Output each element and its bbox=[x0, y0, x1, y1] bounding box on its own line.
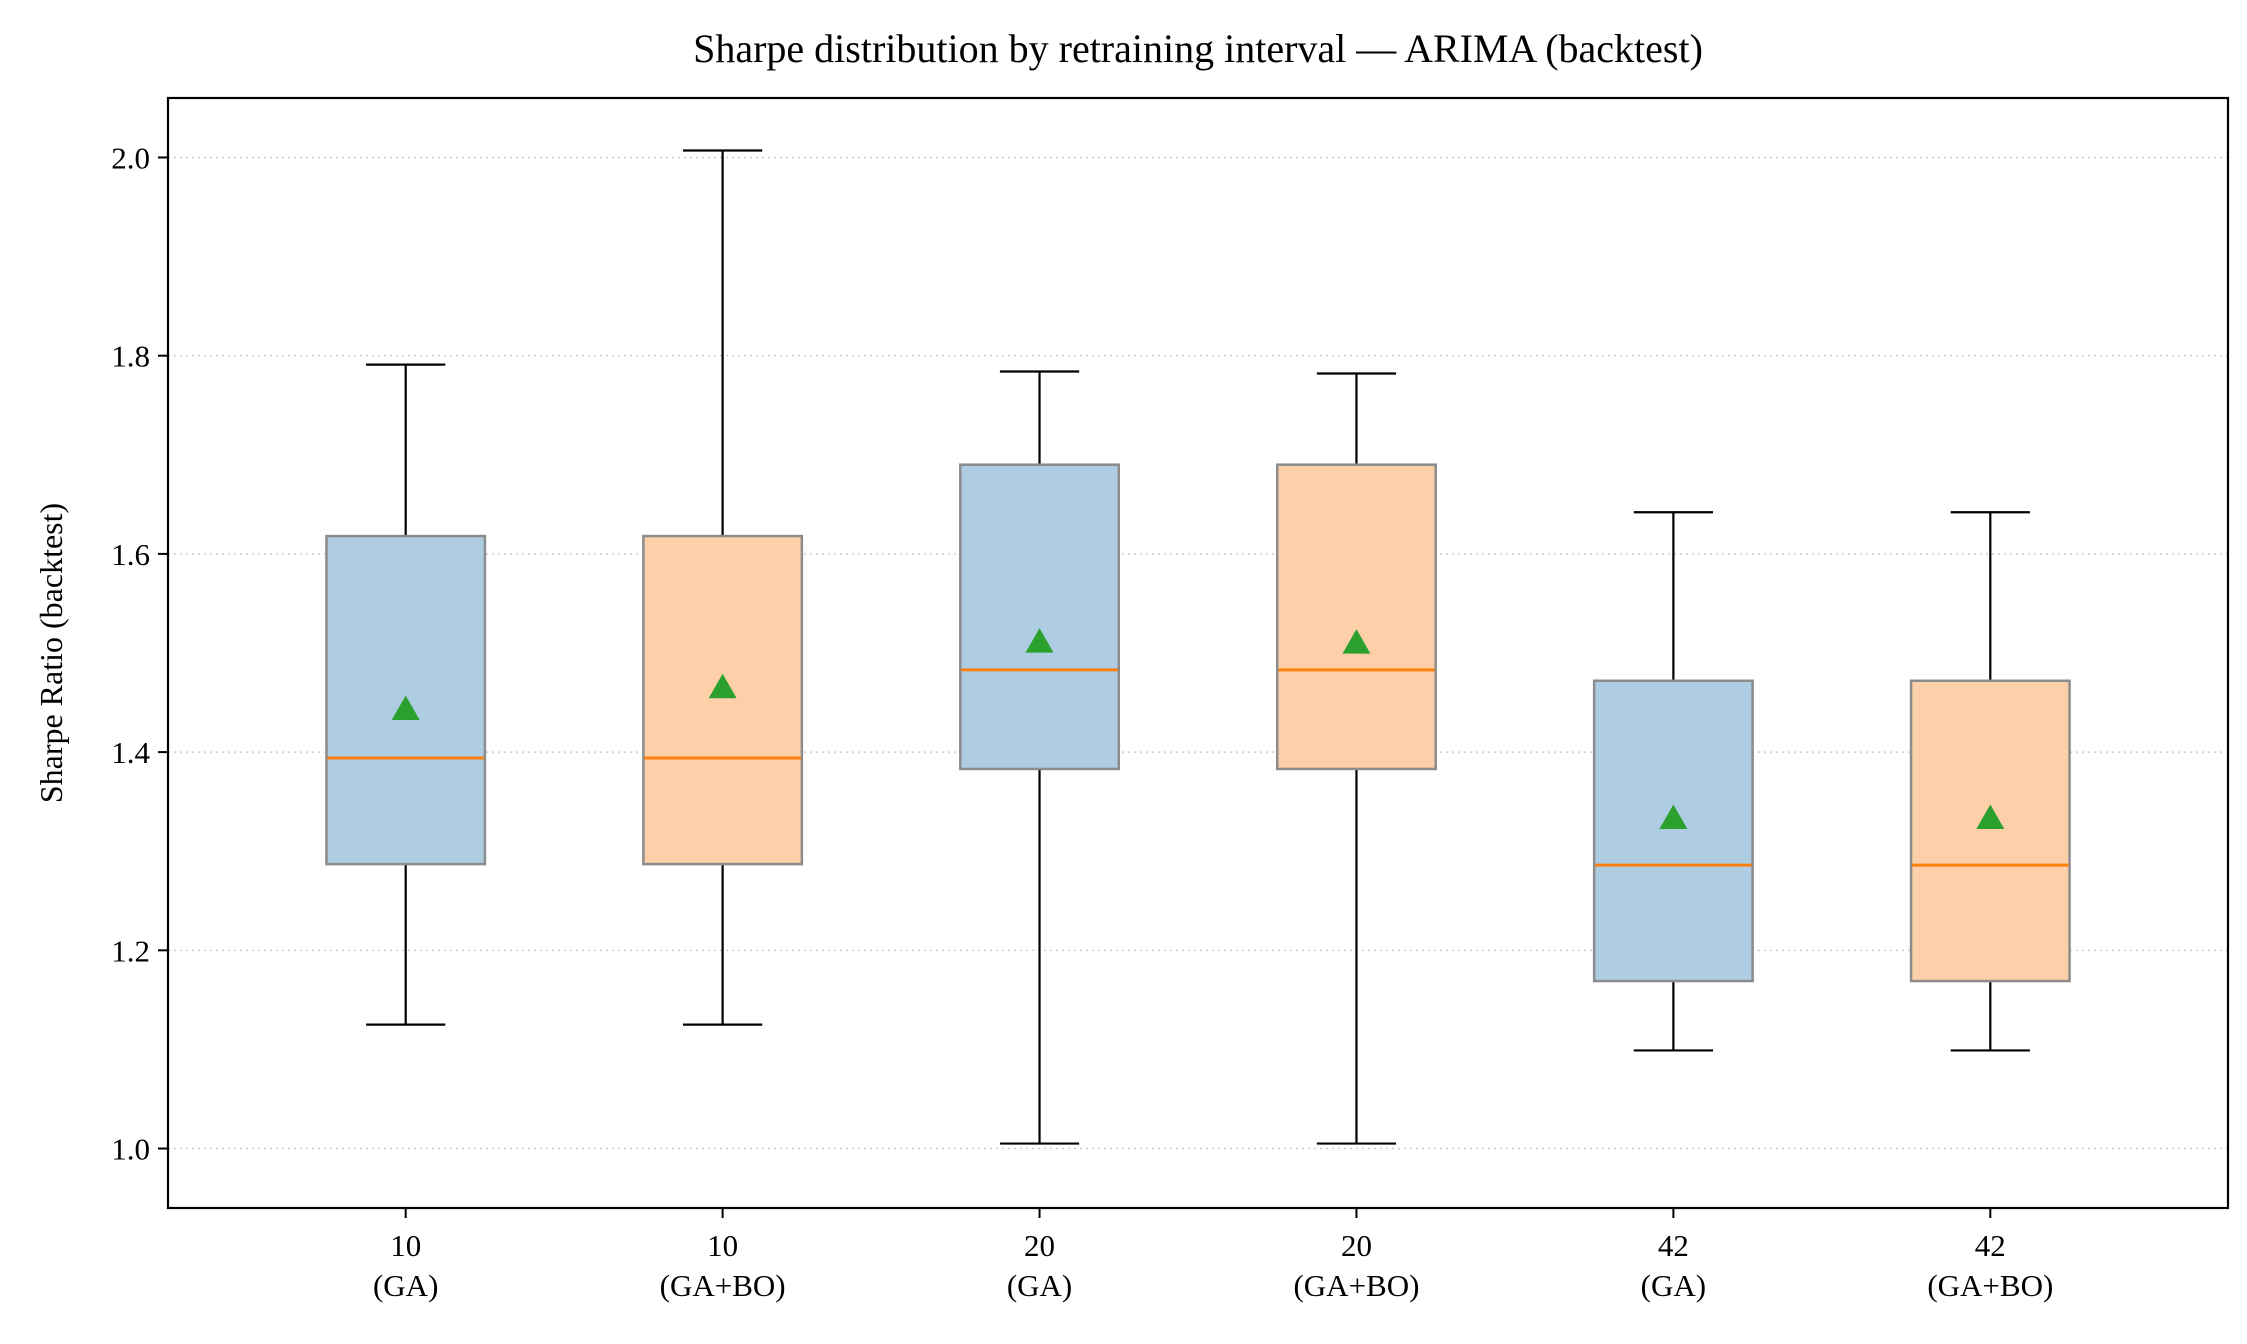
axes: 1.0 1.2 1.4 1.6 1.8 2.0 10 (GA) 10 (GA+BO) 20 (GA) 2… bbox=[111, 140, 2053, 1303]
y-tick-label: 1.8 bbox=[111, 339, 150, 374]
y-tick-label: 1.4 bbox=[111, 735, 150, 770]
chart-title: Sharpe distribution by retraining interv… bbox=[693, 26, 1703, 71]
iqr-box bbox=[1909, 679, 2071, 983]
x-tick-label-interval: 42 bbox=[1658, 1228, 1689, 1263]
y-tick-label: 1.2 bbox=[111, 933, 150, 968]
x-tick-label-method: (GA) bbox=[1641, 1268, 1706, 1303]
mean-marker bbox=[708, 673, 737, 699]
iqr-box bbox=[1592, 679, 1754, 983]
box-group bbox=[642, 149, 804, 1026]
iqr-box bbox=[959, 463, 1121, 771]
box-group bbox=[959, 370, 1121, 1145]
x-tick-label-method: (GA+BO) bbox=[1293, 1268, 1419, 1303]
grid-lines bbox=[168, 156, 2228, 1150]
x-tick-label-interval: 42 bbox=[1975, 1228, 2006, 1263]
box-group bbox=[325, 363, 487, 1026]
iqr-box bbox=[1275, 463, 1437, 771]
x-tick-label-method: (GA) bbox=[373, 1268, 438, 1303]
mean-marker bbox=[1659, 804, 1688, 830]
x-tick-label-method: (GA+BO) bbox=[1927, 1268, 2053, 1303]
mean-marker bbox=[391, 695, 420, 720]
box-group bbox=[1909, 511, 2071, 1052]
iqr-box bbox=[642, 534, 804, 866]
x-tick-label-interval: 10 bbox=[707, 1228, 738, 1263]
box-group bbox=[1592, 511, 1754, 1052]
x-tick-label-method: (GA+BO) bbox=[660, 1268, 786, 1303]
y-tick-label: 1.0 bbox=[111, 1132, 150, 1167]
y-tick-label: 1.6 bbox=[111, 537, 150, 572]
x-tick-label-interval: 20 bbox=[1024, 1228, 1055, 1263]
mean-marker bbox=[1342, 629, 1371, 654]
box-group bbox=[1275, 372, 1437, 1145]
x-tick-label-interval: 20 bbox=[1341, 1228, 1372, 1263]
x-tick-label-interval: 10 bbox=[390, 1228, 421, 1263]
mean-marker bbox=[1025, 628, 1054, 653]
y-tick-label: 2.0 bbox=[111, 140, 150, 175]
mean-marker bbox=[1976, 804, 2005, 830]
x-tick-label-method: (GA) bbox=[1007, 1268, 1072, 1303]
y-axis-label: Sharpe Ratio (backtest) bbox=[33, 503, 69, 803]
box-series bbox=[325, 149, 2071, 1145]
plot-frame bbox=[166, 96, 2230, 1210]
